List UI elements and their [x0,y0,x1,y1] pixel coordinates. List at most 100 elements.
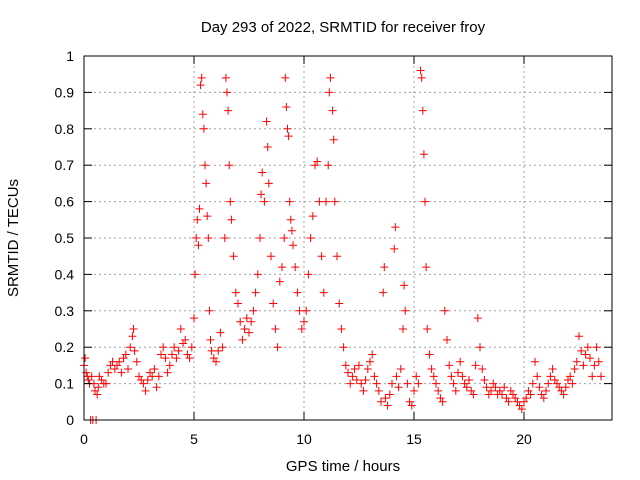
data-point [304,270,313,279]
data-point [380,263,389,272]
data-point [335,299,344,308]
data-point [84,375,93,384]
data-point [388,379,396,388]
data-point [226,197,235,206]
y-tick-label: 0.3 [55,303,75,319]
data-point [339,343,348,352]
data-point [269,299,278,308]
data-point [498,390,506,399]
data-point [93,390,102,399]
data-point [245,328,253,337]
data-point [456,357,465,366]
data-point [195,204,204,213]
x-tick-label: 10 [296,431,312,447]
data-point [317,252,326,261]
data-point [504,397,513,406]
data-point [205,306,214,315]
data-point [229,252,238,261]
data-point [194,241,203,250]
data-point [407,401,416,410]
data-point [383,401,392,410]
data-point [293,288,302,297]
data-point [445,361,454,370]
data-point [220,234,229,242]
data-point [572,357,581,366]
data-points [80,66,605,424]
tick-labels: 00.10.20.30.40.50.60.70.80.910 5 10 15 20 [55,48,532,447]
data-point [165,361,174,370]
data-point [449,379,458,388]
data-point [568,379,577,388]
data-point [377,397,385,406]
data-point [533,372,542,381]
data-point [168,350,176,359]
data-point [150,365,159,374]
data-point [594,357,603,366]
y-tick-label: 0.4 [55,266,75,282]
data-point [577,346,586,355]
data-point [586,354,594,363]
data-point [417,73,426,82]
data-point [115,357,124,366]
data-point [403,379,412,388]
data-point [491,383,500,392]
data-point [440,306,449,315]
data-point [325,88,334,97]
y-tick-label: 1 [66,48,74,64]
data-point [216,328,225,337]
data-point [308,212,317,221]
data-point [224,106,233,115]
data-point [570,365,579,374]
data-point [544,379,553,388]
data-point [283,124,292,133]
data-point [454,368,462,377]
data-point [337,325,346,333]
data-point [102,379,110,388]
data-point [423,325,432,333]
data-point [174,346,183,355]
data-point [132,357,141,366]
data-point [262,117,271,126]
data-point [546,372,555,381]
data-point [346,379,355,388]
data-point [81,354,90,363]
data-point [289,241,297,250]
data-point [319,288,328,297]
data-point [193,215,202,224]
grid-lines [84,56,612,420]
data-point [522,394,531,403]
data-point [352,375,361,384]
data-point [300,317,308,326]
data-point [225,161,234,170]
data-point [447,372,456,381]
data-point [394,383,403,392]
data-point [487,386,495,395]
data-point [190,314,198,323]
y-tick-label: 0.5 [55,230,75,246]
data-point [278,263,286,272]
data-point [287,226,296,235]
data-point [391,223,400,232]
data-point [531,357,539,366]
data-point [400,281,409,290]
data-point [242,314,251,323]
data-point [581,350,590,359]
data-point [204,234,213,242]
data-point [416,66,425,75]
data-point [469,390,478,399]
data-point [482,383,491,392]
y-tick-label: 0 [66,412,74,428]
data-point [322,197,330,206]
data-point [401,306,410,315]
data-point [379,288,388,297]
y-tick-label: 0.1 [55,376,75,392]
data-point [590,361,599,370]
data-point [392,372,401,381]
data-point [566,372,575,381]
data-point [286,215,295,224]
data-point [121,350,130,359]
data-point [348,372,357,381]
data-point [414,379,423,388]
x-tick-label: 5 [190,431,198,447]
